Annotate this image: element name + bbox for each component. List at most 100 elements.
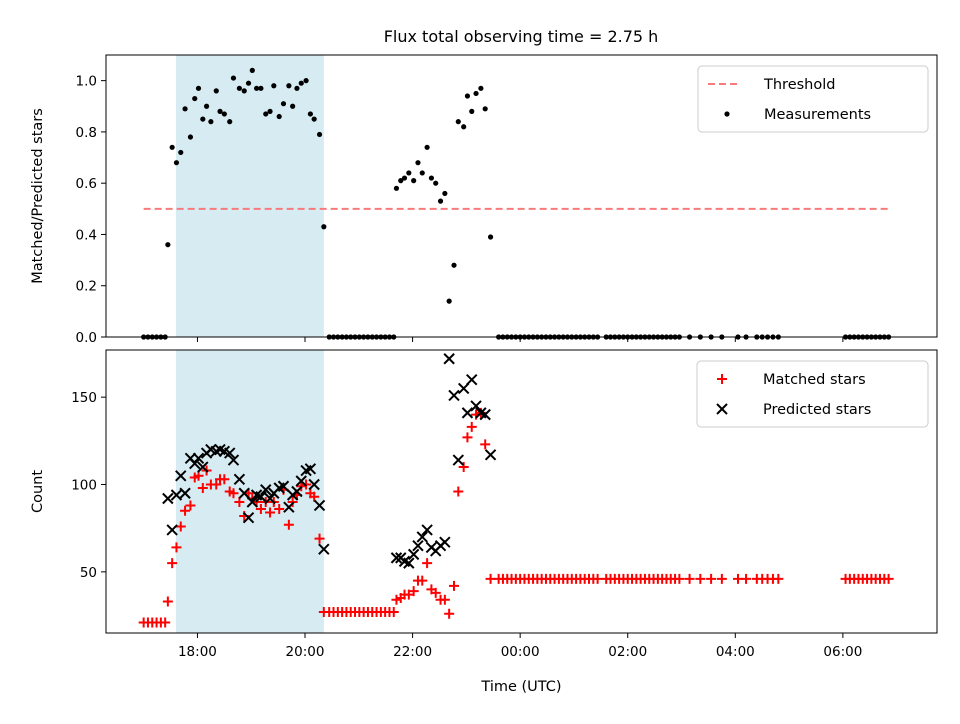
measurement-point: [446, 298, 452, 304]
legend-predicted-swatch: [716, 403, 728, 415]
measurement-point: [165, 242, 171, 248]
predicted-stars-point: [255, 491, 267, 503]
measurement-point: [455, 119, 461, 125]
legend-measurement-swatch: [724, 111, 730, 117]
measurement-point: [419, 170, 425, 176]
measurement-point: [401, 175, 408, 181]
x-tick-label: 06:00: [823, 644, 862, 660]
predicted-stars-point: [416, 531, 428, 543]
measurement-point: [298, 80, 304, 86]
predicted-stars-point: [227, 454, 240, 466]
measurement-point: [469, 108, 475, 114]
measurement-point: [182, 106, 188, 112]
y-tick-label: 100: [71, 478, 97, 494]
predicted-stars-point: [448, 389, 460, 402]
measurement-point: [280, 101, 287, 107]
matched-stars-point: [314, 533, 325, 544]
predicted-stars-point: [162, 492, 174, 505]
predicted-stars-point: [443, 353, 455, 365]
x-tick-label: 00:00: [501, 644, 540, 660]
measurement-point: [461, 124, 467, 130]
predicted-stars-point: [260, 484, 272, 496]
matched-stars-point: [462, 432, 473, 443]
measurement-point: [203, 103, 210, 109]
measurement-point: [321, 224, 327, 230]
measurement-point: [286, 83, 292, 89]
predicted-stars-point: [189, 457, 201, 470]
predicted-stars-point: [170, 489, 183, 501]
predicted-stars-point: [197, 461, 209, 473]
predicted-stars-point: [421, 524, 433, 536]
predicted-stars-point: [179, 487, 191, 499]
predicted-stars-point: [233, 473, 246, 485]
matched-stars-point: [197, 483, 208, 494]
measurement-point: [393, 185, 400, 191]
predicted-stars-point: [224, 447, 236, 459]
predicted-stars-point: [318, 543, 330, 555]
y-tick-label: 50: [80, 565, 97, 581]
measurement-point: [169, 144, 175, 150]
measurement-point: [316, 131, 323, 138]
measurement-point: [271, 83, 277, 89]
predicted-stars-point: [439, 536, 451, 548]
matched-stars-point: [265, 507, 276, 518]
measurement-point: [290, 103, 296, 109]
measurement-point: [433, 180, 439, 186]
y-tick-label: 150: [71, 390, 97, 406]
matched-stars-point: [211, 479, 222, 490]
predicted-stars-point: [457, 382, 470, 395]
measurement-point: [478, 85, 484, 91]
measurement-point: [482, 106, 488, 112]
predicted-stars-point: [283, 501, 295, 513]
predicted-stars-point: [295, 475, 307, 487]
measurement-point: [178, 149, 184, 156]
measurement-point: [415, 160, 421, 166]
axes-frame: [105, 349, 938, 634]
predicted-stars-point: [264, 492, 276, 505]
predicted-stars-point: [242, 511, 255, 524]
x-axis-label: Time (UTC): [480, 679, 561, 695]
measurement-point: [254, 85, 260, 91]
matched-stars-point: [716, 573, 727, 584]
predicted-stars-point: [166, 524, 178, 536]
matched-stars-point: [417, 575, 428, 586]
measurement-point: [487, 234, 494, 240]
measurement-point: [411, 178, 417, 184]
measurement-point: [428, 175, 435, 181]
matched-stars-point: [228, 488, 239, 499]
matched-stars-point: [388, 607, 399, 618]
matched-stars-point: [287, 496, 298, 507]
shaded-observing-window: [175, 55, 324, 337]
predicted-stars-point: [175, 470, 187, 482]
predicted-stars-point: [484, 449, 497, 461]
measurement-point: [236, 85, 242, 91]
matched-stars-point: [439, 594, 450, 605]
legend-matched-swatch: [717, 374, 727, 384]
matched-stars-point: [773, 573, 784, 584]
matched-stars-point: [883, 573, 894, 584]
y-tick-label: 0.0: [76, 330, 97, 346]
measurement-point: [249, 67, 255, 73]
matched-stars-point: [741, 573, 752, 584]
predicted-stars-point: [246, 496, 259, 508]
measurement-point: [200, 116, 206, 122]
measurement-point: [192, 95, 198, 102]
measurement-point: [398, 178, 404, 184]
measurement-point: [473, 90, 479, 97]
measurement-point: [437, 198, 444, 204]
measurement-point: [464, 93, 471, 99]
x-tick-label: 20:00: [286, 644, 325, 660]
matched-stars-point: [408, 586, 419, 597]
measurement-point: [241, 88, 247, 94]
matched-stars-point: [180, 505, 191, 516]
legend-box: [696, 360, 929, 428]
y-tick-label: 0.4: [76, 227, 97, 243]
y-axis-label: Count: [30, 470, 46, 513]
chart-title: Flux total observing time = 2.75 h: [384, 27, 659, 46]
measurement-point: [303, 78, 309, 84]
y-tick-label: 1.0: [76, 74, 97, 90]
matched-stars-point: [466, 421, 477, 432]
top-panel: 0.0 0.2 0.4 0.6 0.8 1.0 Matched/Predicted star…: [30, 54, 938, 346]
predicted-stars-point: [313, 499, 326, 512]
